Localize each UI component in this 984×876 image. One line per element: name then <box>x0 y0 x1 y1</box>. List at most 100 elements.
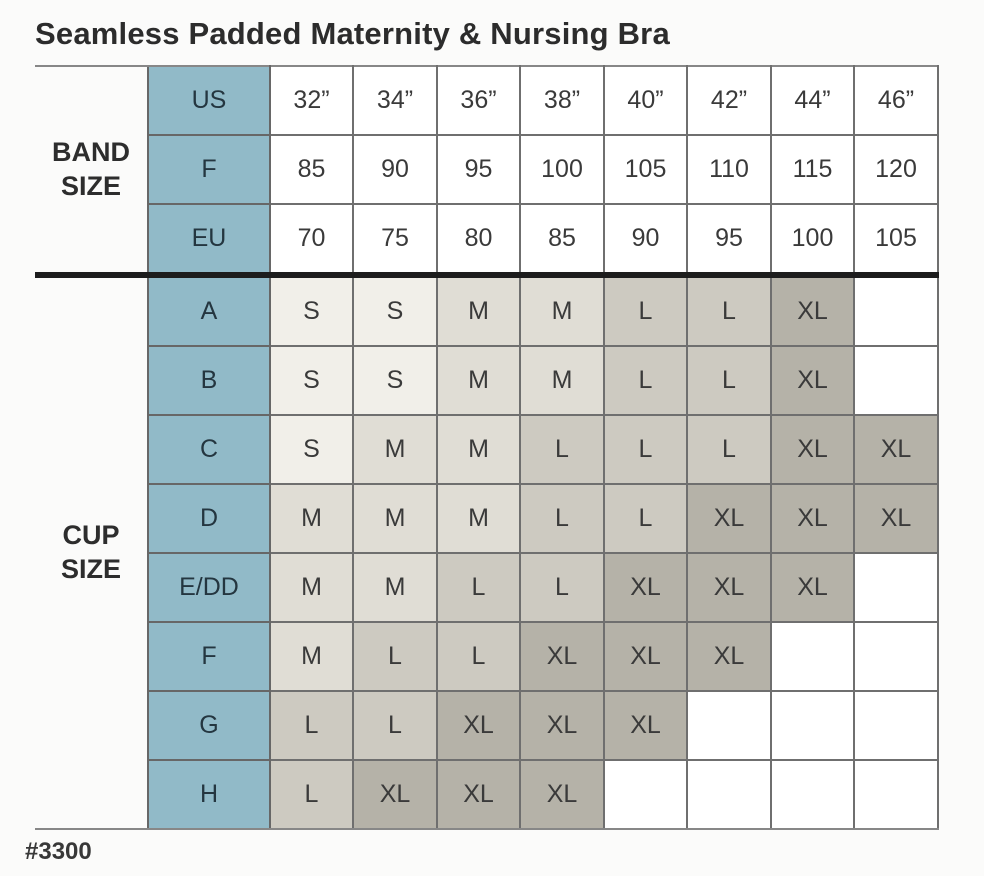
cup-size-cell: XL <box>686 552 772 623</box>
band-size-cell: 42” <box>686 65 772 136</box>
cup-size-cell: M <box>519 345 605 416</box>
cup-size-cell: M <box>269 483 354 554</box>
cup-size-cell: XL <box>686 483 772 554</box>
cup-size-cell <box>853 759 939 830</box>
cup-size-cell: M <box>436 272 521 347</box>
cup-size-cell: L <box>686 414 772 485</box>
band-size-cell: 95 <box>686 203 772 276</box>
cup-size-cell <box>686 690 772 761</box>
cup-size-cell: L <box>352 690 438 761</box>
cup-size-cell: XL <box>770 552 855 623</box>
band-size-cell: 40” <box>603 65 688 136</box>
band-size-cell: 100 <box>770 203 855 276</box>
cup-size-cell: XL <box>519 759 605 830</box>
cup-size-label: CUP SIZE <box>35 272 148 830</box>
cup-size-cell <box>853 272 939 347</box>
cup-size-section: CUP SIZE A S S M M L L XL B S S M M L L XL C S M M L L L XL XL D M M… <box>35 272 939 830</box>
band-size-cell: 100 <box>519 134 605 205</box>
cup-row-header: G <box>147 690 271 761</box>
cup-row-header: F <box>147 621 271 692</box>
band-size-cell: 34” <box>352 65 438 136</box>
cup-size-cell <box>770 621 855 692</box>
cup-size-cell: L <box>519 483 605 554</box>
cup-size-cell <box>770 759 855 830</box>
band-size-cell: 85 <box>519 203 605 276</box>
band-size-cell: 95 <box>436 134 521 205</box>
cup-size-cell: XL <box>519 621 605 692</box>
page-title: Seamless Padded Maternity & Nursing Bra <box>35 16 670 51</box>
cup-size-cell: L <box>603 345 688 416</box>
band-size-cell: 105 <box>603 134 688 205</box>
cup-size-cell: XL <box>853 483 939 554</box>
cup-size-cell: L <box>603 272 688 347</box>
cup-size-cell: XL <box>436 759 521 830</box>
cup-size-cell: S <box>352 272 438 347</box>
cup-size-cell: M <box>352 483 438 554</box>
band-size-cell: 110 <box>686 134 772 205</box>
cup-row-header: E/DD <box>147 552 271 623</box>
cup-size-cell: XL <box>686 621 772 692</box>
band-size-cell: 115 <box>770 134 855 205</box>
cup-size-cell: L <box>686 272 772 347</box>
cup-size-cell: L <box>519 552 605 623</box>
band-size-cell: 70 <box>269 203 354 276</box>
cup-size-cell <box>853 690 939 761</box>
cup-size-cell: XL <box>770 414 855 485</box>
size-chart-table: BAND SIZE US 32” 34” 36” 38” 40” 42” 44” 46” F 85 90… <box>35 65 939 830</box>
cup-size-cell <box>603 759 688 830</box>
style-number: #3300 <box>25 838 92 865</box>
cup-size-cell: M <box>352 414 438 485</box>
cup-size-cell: L <box>269 759 354 830</box>
band-row-header: EU <box>147 203 271 276</box>
cup-size-cell: L <box>436 621 521 692</box>
cup-size-cell: M <box>352 552 438 623</box>
cup-size-cell: M <box>269 621 354 692</box>
band-size-cell: 85 <box>269 134 354 205</box>
cup-size-cell: XL <box>603 552 688 623</box>
cup-size-cell: M <box>436 345 521 416</box>
band-row-header: US <box>147 65 271 136</box>
cup-size-cell: XL <box>770 272 855 347</box>
band-size-cell: 90 <box>603 203 688 276</box>
band-size-cell: 32” <box>269 65 354 136</box>
cup-size-cell: L <box>436 552 521 623</box>
cup-size-cell: S <box>352 345 438 416</box>
cup-size-cell: L <box>269 690 354 761</box>
cup-size-cell: XL <box>603 621 688 692</box>
cup-size-cell: S <box>269 345 354 416</box>
cup-size-cell <box>770 690 855 761</box>
cup-size-cell: M <box>436 414 521 485</box>
band-size-cell: 36” <box>436 65 521 136</box>
cup-row-header: B <box>147 345 271 416</box>
cup-size-cell: XL <box>603 690 688 761</box>
cup-size-cell: XL <box>436 690 521 761</box>
cup-size-cell: L <box>603 414 688 485</box>
cup-size-cell: L <box>519 414 605 485</box>
cup-row-header: H <box>147 759 271 830</box>
cup-size-cell <box>853 345 939 416</box>
cup-size-cell <box>853 552 939 623</box>
band-size-section: BAND SIZE US 32” 34” 36” 38” 40” 42” 44” 46” F 85 90… <box>35 65 939 276</box>
band-size-cell: 44” <box>770 65 855 136</box>
cup-size-cell: L <box>352 621 438 692</box>
band-size-cell: 46” <box>853 65 939 136</box>
cup-row-header: D <box>147 483 271 554</box>
band-size-cell: 75 <box>352 203 438 276</box>
cup-size-cell: L <box>686 345 772 416</box>
band-size-cell: 105 <box>853 203 939 276</box>
cup-size-cell: M <box>519 272 605 347</box>
band-row-header: F <box>147 134 271 205</box>
cup-size-cell <box>853 621 939 692</box>
band-size-cell: 120 <box>853 134 939 205</box>
cup-size-cell: M <box>436 483 521 554</box>
cup-size-cell: XL <box>853 414 939 485</box>
cup-row-header: C <box>147 414 271 485</box>
cup-size-cell: M <box>269 552 354 623</box>
cup-size-cell: L <box>603 483 688 554</box>
band-size-label: BAND SIZE <box>35 65 148 275</box>
cup-size-cell: S <box>269 414 354 485</box>
cup-size-cell: XL <box>770 345 855 416</box>
cup-size-cell: XL <box>519 690 605 761</box>
cup-size-cell: XL <box>352 759 438 830</box>
